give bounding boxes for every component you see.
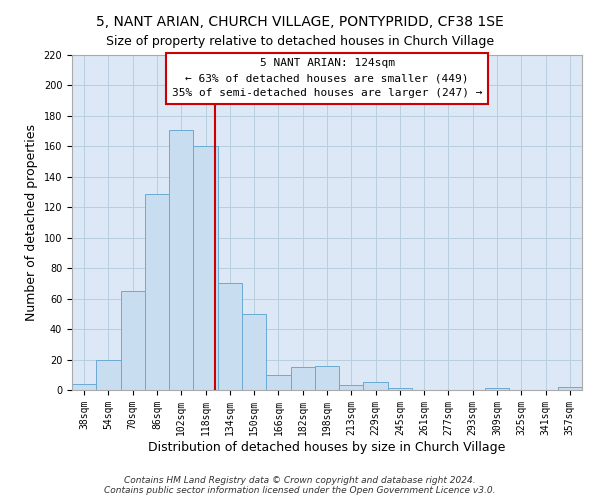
Y-axis label: Number of detached properties: Number of detached properties [25, 124, 38, 321]
Bar [290, 367, 315, 390]
Bar [242, 314, 266, 390]
Bar [388, 388, 412, 390]
Bar [339, 386, 364, 390]
Bar [145, 194, 169, 390]
Bar [266, 375, 290, 390]
Text: 5 NANT ARIAN: 124sqm
← 63% of detached houses are smaller (449)
35% of semi-deta: 5 NANT ARIAN: 124sqm ← 63% of detached h… [172, 58, 482, 98]
Bar [315, 366, 339, 390]
Bar [96, 360, 121, 390]
Text: Size of property relative to detached houses in Church Village: Size of property relative to detached ho… [106, 35, 494, 48]
Bar [485, 388, 509, 390]
Bar [218, 284, 242, 390]
Bar [169, 130, 193, 390]
Bar [72, 384, 96, 390]
Text: 5, NANT ARIAN, CHURCH VILLAGE, PONTYPRIDD, CF38 1SE: 5, NANT ARIAN, CHURCH VILLAGE, PONTYPRID… [96, 15, 504, 29]
Bar [193, 146, 218, 390]
Text: Contains HM Land Registry data © Crown copyright and database right 2024.
Contai: Contains HM Land Registry data © Crown c… [104, 476, 496, 495]
X-axis label: Distribution of detached houses by size in Church Village: Distribution of detached houses by size … [148, 440, 506, 454]
Bar [121, 291, 145, 390]
Bar [364, 382, 388, 390]
Bar [558, 387, 582, 390]
